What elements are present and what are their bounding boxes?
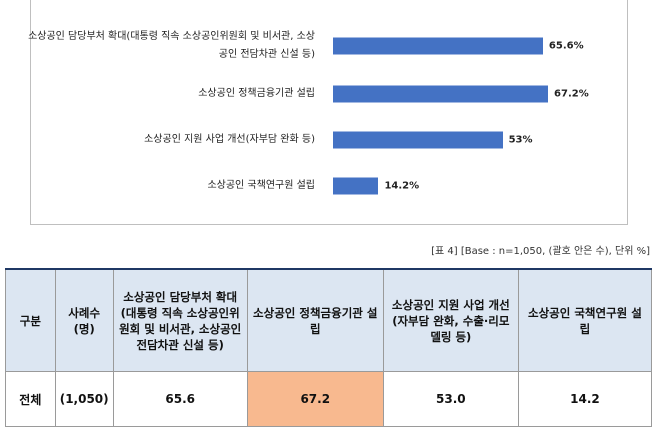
table-body: 전체 (1,050) 65.6 67.2 53.0 14.2 — [5, 371, 653, 427]
bar — [333, 131, 503, 149]
bar — [333, 37, 543, 55]
table-cell: 전체 — [5, 371, 56, 427]
header-cell: 사례수 (명) — [54, 268, 114, 372]
bar — [333, 177, 379, 195]
table-cell: 67.2 — [246, 371, 384, 427]
category-label: 소상공인 정책금융기관 설립 — [198, 88, 315, 99]
caption: [표 4] [Base : n=1,050, (괄호 안은 수), 단위 %] — [431, 246, 650, 257]
table-cell: (1,050) — [54, 371, 114, 427]
bar — [333, 85, 549, 103]
data-table: 구분 사례수 (명) 소상공인 담당부처 확대 (대통령 직속 소상공인위원회 및 … — [5, 268, 653, 427]
chart: 소상공인 담당부처 확대(대통령 직속 소상공인위원회 및 비서관, 소상공인 … — [28, 0, 628, 225]
header-cell: 소상공인 정책금융기관 설립 — [246, 268, 384, 372]
header-cell: 소상공인 담당부처 확대 (대통령 직속 소상공인위원회 및 비서관, 소상공인… — [112, 268, 248, 372]
table-cell: 65.6 — [112, 371, 248, 427]
header-cell: 구분 — [5, 268, 56, 372]
category-label: 소상공인 담당부처 확대(대통령 직속 소상공인위원회 및 비서관, 소상공인 … — [28, 31, 315, 60]
table-cell: 53.0 — [382, 371, 519, 427]
value-label: 14.2% — [384, 180, 420, 192]
value-label: 65.6% — [548, 40, 584, 52]
value-label: 53% — [508, 134, 533, 146]
value-label: 67.2% — [554, 88, 589, 100]
header-cell: 소상공인 국책연구원 설립 — [517, 268, 653, 372]
header-cell: 소상공인 지원 사업 개선(자부담 완화, 수출·리모델링 등) — [382, 268, 519, 372]
table-cell: 14.2 — [517, 371, 653, 427]
table-row: 전체 (1,050) 65.6 67.2 53.0 14.2 — [5, 371, 653, 427]
category-label: 소상공인 지원 사업 개선(자부담 완화 등) — [144, 134, 315, 145]
header-row: 구분 사례수 (명) 소상공인 담당부처 확대 (대통령 직속 소상공인위원회 및 … — [5, 268, 653, 372]
category-label: 소상공인 국책연구원 설립 — [207, 180, 315, 191]
